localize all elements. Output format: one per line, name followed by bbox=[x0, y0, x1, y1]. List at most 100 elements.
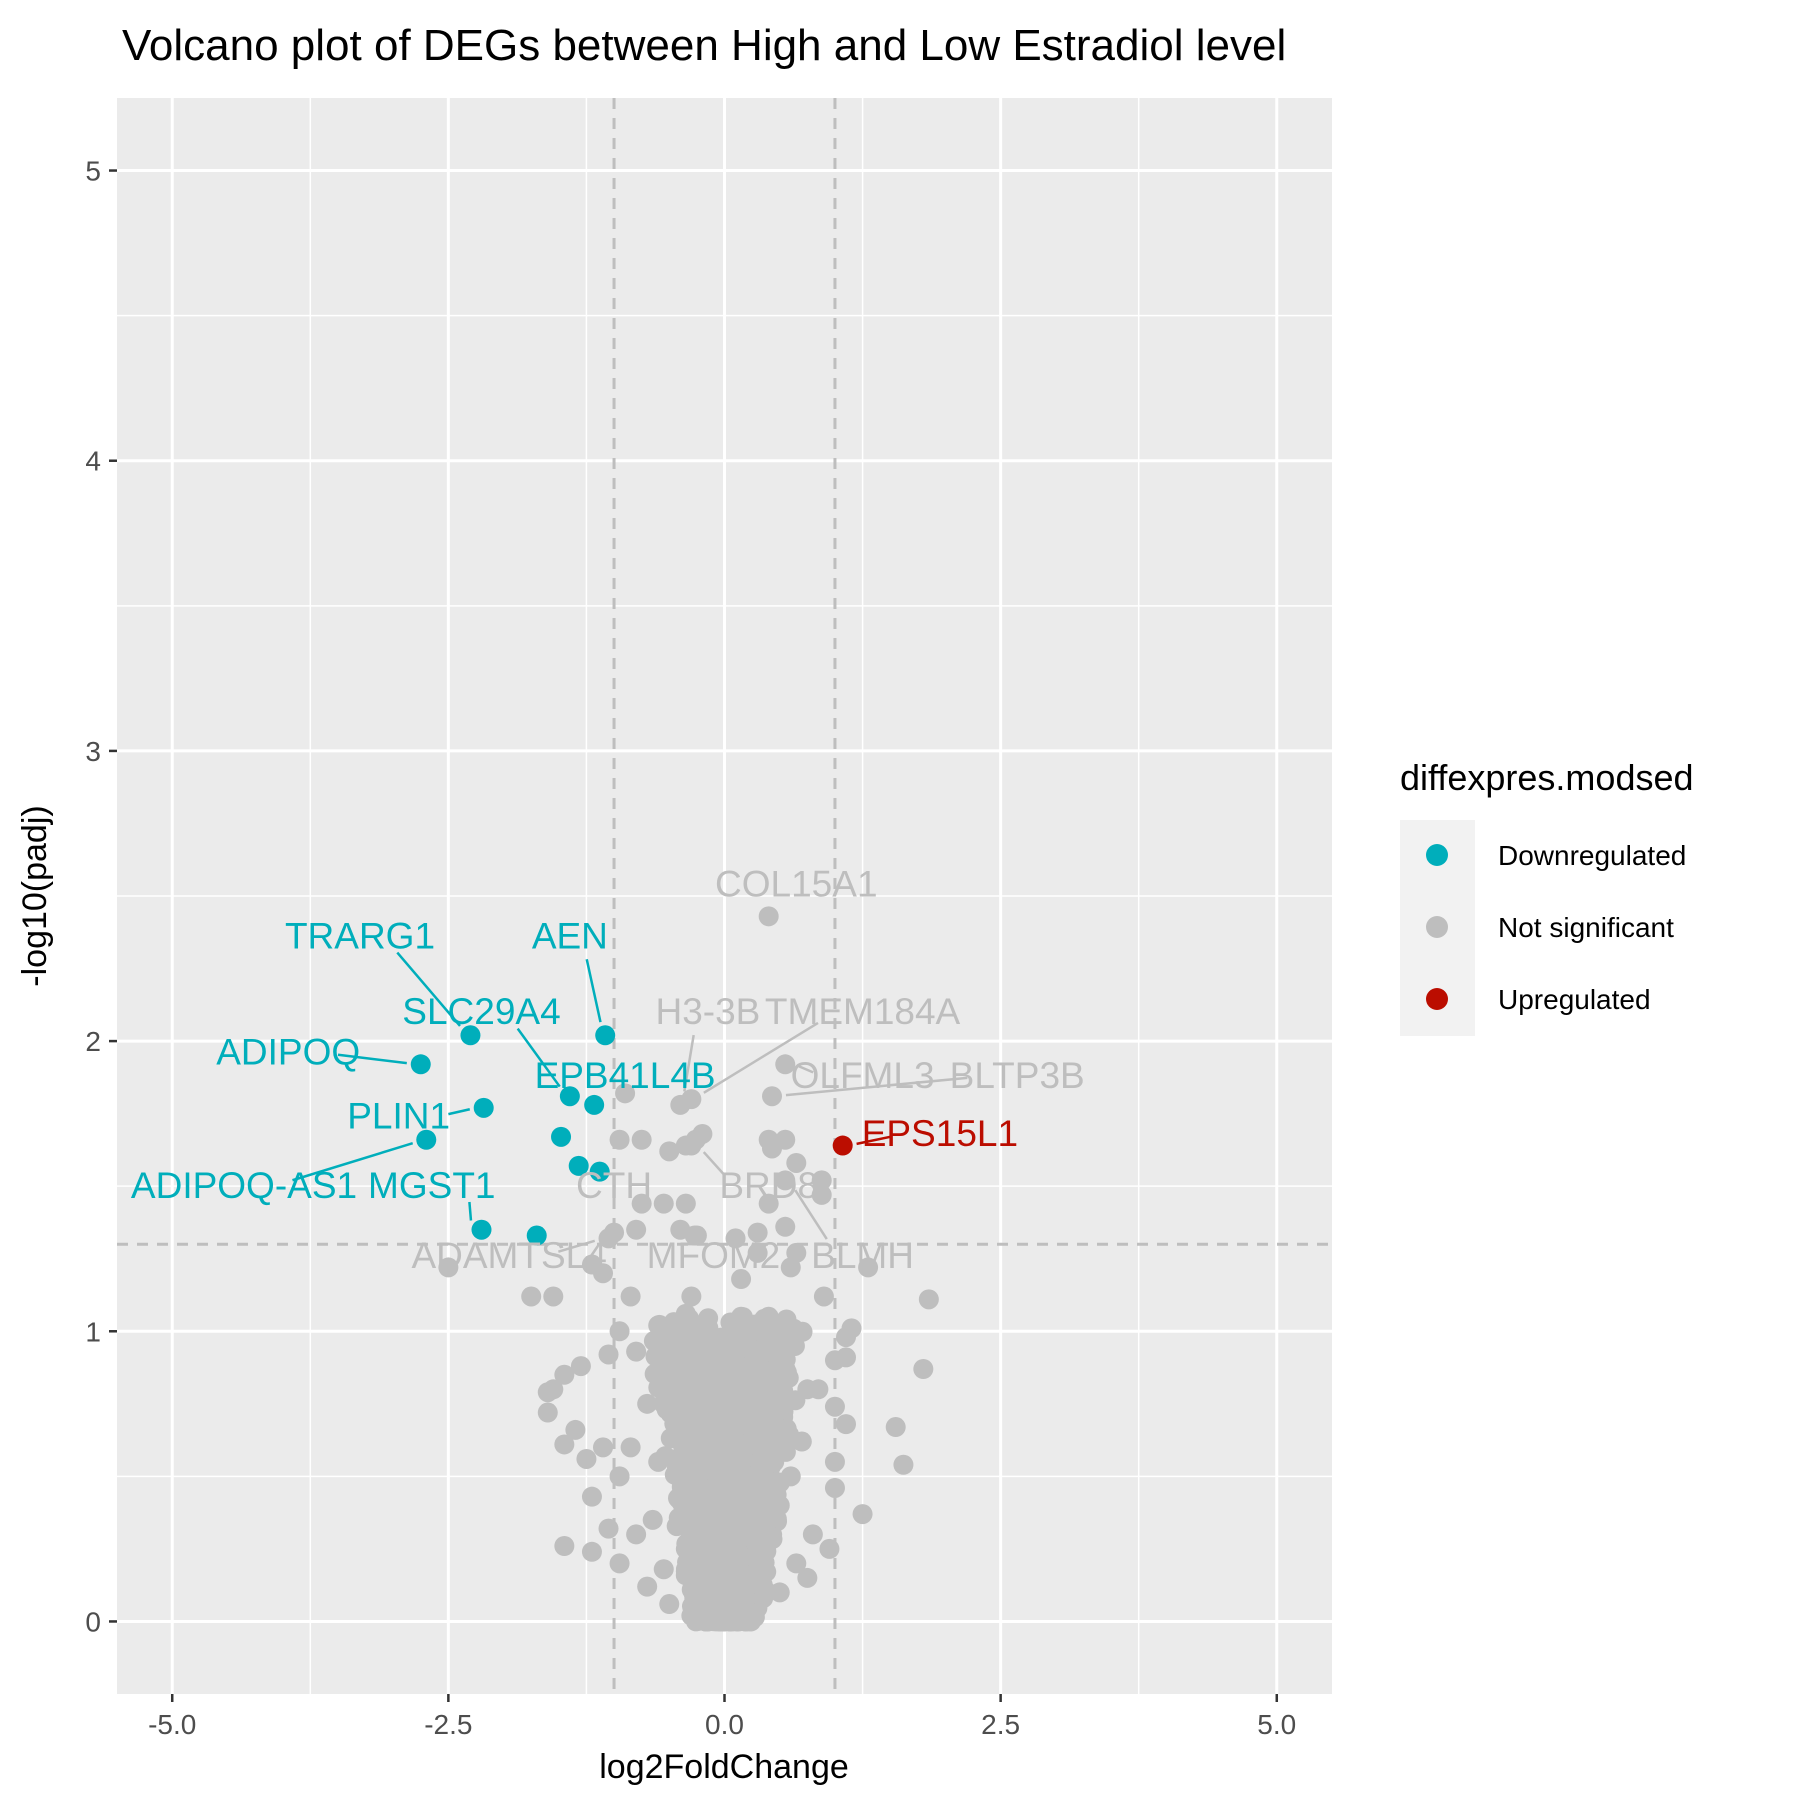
data-point-not-significant bbox=[731, 1411, 752, 1432]
data-point-not-significant bbox=[753, 1364, 774, 1385]
gene-label-slc29a4: SLC29A4 bbox=[402, 991, 560, 1032]
gene-label-h3-3b: H3-3B bbox=[655, 991, 760, 1032]
data-point-not-significant bbox=[653, 1193, 674, 1214]
gene-label-adamtsl4: ADAMTSL4 bbox=[411, 1235, 606, 1276]
data-point-not-significant bbox=[791, 1431, 812, 1452]
label-segment bbox=[516, 1027, 561, 1088]
data-point-not-significant bbox=[736, 1335, 757, 1356]
data-point-col15a1 bbox=[758, 906, 779, 927]
x-tick-label: 2.5 bbox=[981, 1709, 1020, 1740]
data-point-not-significant bbox=[659, 1594, 680, 1615]
label-segment bbox=[585, 958, 602, 1023]
legend-key-upregulated bbox=[1426, 988, 1448, 1010]
data-point-not-significant bbox=[703, 1509, 724, 1530]
x-tick-label: 0.0 bbox=[705, 1709, 744, 1740]
data-point-not-significant bbox=[660, 1428, 681, 1449]
data-point-not-significant bbox=[758, 1306, 779, 1327]
data-point-not-significant bbox=[598, 1344, 619, 1365]
not-significant-points bbox=[438, 1083, 939, 1632]
data-point-not-significant bbox=[780, 1466, 801, 1487]
label-segment bbox=[468, 1201, 473, 1221]
data-point-mgst1 bbox=[471, 1219, 492, 1240]
y-tick-label: 4 bbox=[85, 446, 101, 477]
label-segment bbox=[703, 1021, 819, 1094]
data-point-not-significant bbox=[786, 1553, 807, 1574]
data-point-not-significant bbox=[703, 1567, 724, 1588]
legend-key-not-significant bbox=[1426, 916, 1448, 938]
data-point-not-significant bbox=[554, 1364, 575, 1385]
data-point-not-significant bbox=[747, 1242, 768, 1263]
data-point-not-significant bbox=[824, 1396, 845, 1417]
data-point-not-significant bbox=[675, 1538, 696, 1559]
data-point-adipoq bbox=[410, 1054, 431, 1075]
data-point-not-significant bbox=[609, 1466, 630, 1487]
data-point-not-significant bbox=[775, 1216, 796, 1237]
threshold-lines bbox=[117, 98, 1332, 1694]
label-segment bbox=[292, 1142, 414, 1182]
gene-labels: TRARG1 AEN ADIPOQ SLC29A4 EPB41L4B PLIN1 ADIPO… bbox=[131, 863, 1085, 1275]
data-point-not-significant bbox=[664, 1364, 685, 1385]
data-point-downregulated bbox=[526, 1225, 547, 1246]
data-point-not-significant bbox=[811, 1184, 832, 1205]
data-point-not-significant bbox=[593, 1263, 613, 1284]
y-axis: 0 1 2 3 4 5 bbox=[85, 156, 117, 1637]
data-point-not-significant bbox=[642, 1509, 663, 1530]
data-point-not-significant bbox=[609, 1321, 630, 1342]
data-point-not-significant bbox=[631, 1129, 652, 1150]
data-point-not-significant bbox=[758, 1524, 779, 1545]
y-tick-label: 0 bbox=[85, 1606, 101, 1637]
data-point-not-significant bbox=[797, 1567, 818, 1588]
data-point-not-significant bbox=[736, 1466, 757, 1487]
data-point-brd8 bbox=[681, 1135, 702, 1156]
gene-label-epb41l4b: EPB41L4B bbox=[535, 1055, 716, 1096]
data-point-not-significant bbox=[765, 1415, 786, 1436]
data-point-not-significant bbox=[776, 1362, 797, 1383]
data-point-cth bbox=[609, 1129, 630, 1150]
label-segment bbox=[785, 1076, 968, 1097]
data-point-not-significant bbox=[858, 1257, 879, 1278]
data-point-not-significant bbox=[735, 1485, 756, 1506]
y-tick-label: 2 bbox=[85, 1026, 101, 1057]
data-point-epb41l4b bbox=[584, 1094, 605, 1115]
data-point-not-significant bbox=[813, 1286, 834, 1307]
data-point-downregulated bbox=[568, 1155, 589, 1176]
data-point-not-significant bbox=[576, 1448, 597, 1469]
data-point-not-significant bbox=[697, 1350, 718, 1371]
y-tick-label: 3 bbox=[85, 736, 101, 767]
data-point-not-significant bbox=[731, 1269, 752, 1290]
significant-points bbox=[410, 906, 853, 1249]
x-tick-label: 5.0 bbox=[1257, 1709, 1296, 1740]
x-tick-label: -2.5 bbox=[424, 1709, 472, 1740]
data-point-not-significant bbox=[631, 1193, 652, 1214]
data-point-aen bbox=[595, 1025, 616, 1046]
label-segment bbox=[702, 1151, 726, 1176]
data-point-not-significant bbox=[725, 1375, 746, 1396]
data-point-not-significant bbox=[725, 1524, 746, 1545]
data-point-not-significant bbox=[653, 1559, 674, 1580]
data-point-not-significant bbox=[543, 1379, 564, 1400]
label-segments bbox=[292, 951, 968, 1253]
data-point-not-significant bbox=[686, 1414, 707, 1435]
data-point-not-significant bbox=[681, 1605, 702, 1626]
data-point-not-significant bbox=[672, 1389, 693, 1410]
data-point-not-significant bbox=[852, 1504, 873, 1525]
data-point-not-significant bbox=[836, 1327, 856, 1348]
data-point-not-significant bbox=[686, 1318, 707, 1339]
data-point-not-significant bbox=[802, 1524, 823, 1545]
gene-label-brd8: BRD8 bbox=[719, 1165, 818, 1206]
data-point-not-significant bbox=[593, 1437, 613, 1458]
data-point-not-significant bbox=[769, 1582, 790, 1603]
gene-label-plin1: PLIN1 bbox=[347, 1096, 450, 1137]
legend-label-downregulated: Downregulated bbox=[1498, 840, 1686, 871]
data-point-eps15l1 bbox=[832, 1135, 853, 1156]
data-point-not-significant bbox=[756, 1331, 777, 1352]
data-point-not-significant bbox=[747, 1559, 768, 1580]
data-point-not-significant bbox=[747, 1222, 768, 1243]
data-point-not-significant bbox=[543, 1286, 564, 1307]
data-point-not-significant bbox=[708, 1437, 729, 1458]
y-axis-title: -log10(padj) bbox=[16, 805, 54, 986]
x-axis: -5.0 -2.5 0.0 2.5 5.0 bbox=[148, 1694, 1296, 1740]
label-segment bbox=[683, 1034, 695, 1092]
data-point-not-significant bbox=[438, 1257, 459, 1278]
gene-label-bltp3b: BLTP3B bbox=[950, 1055, 1085, 1096]
